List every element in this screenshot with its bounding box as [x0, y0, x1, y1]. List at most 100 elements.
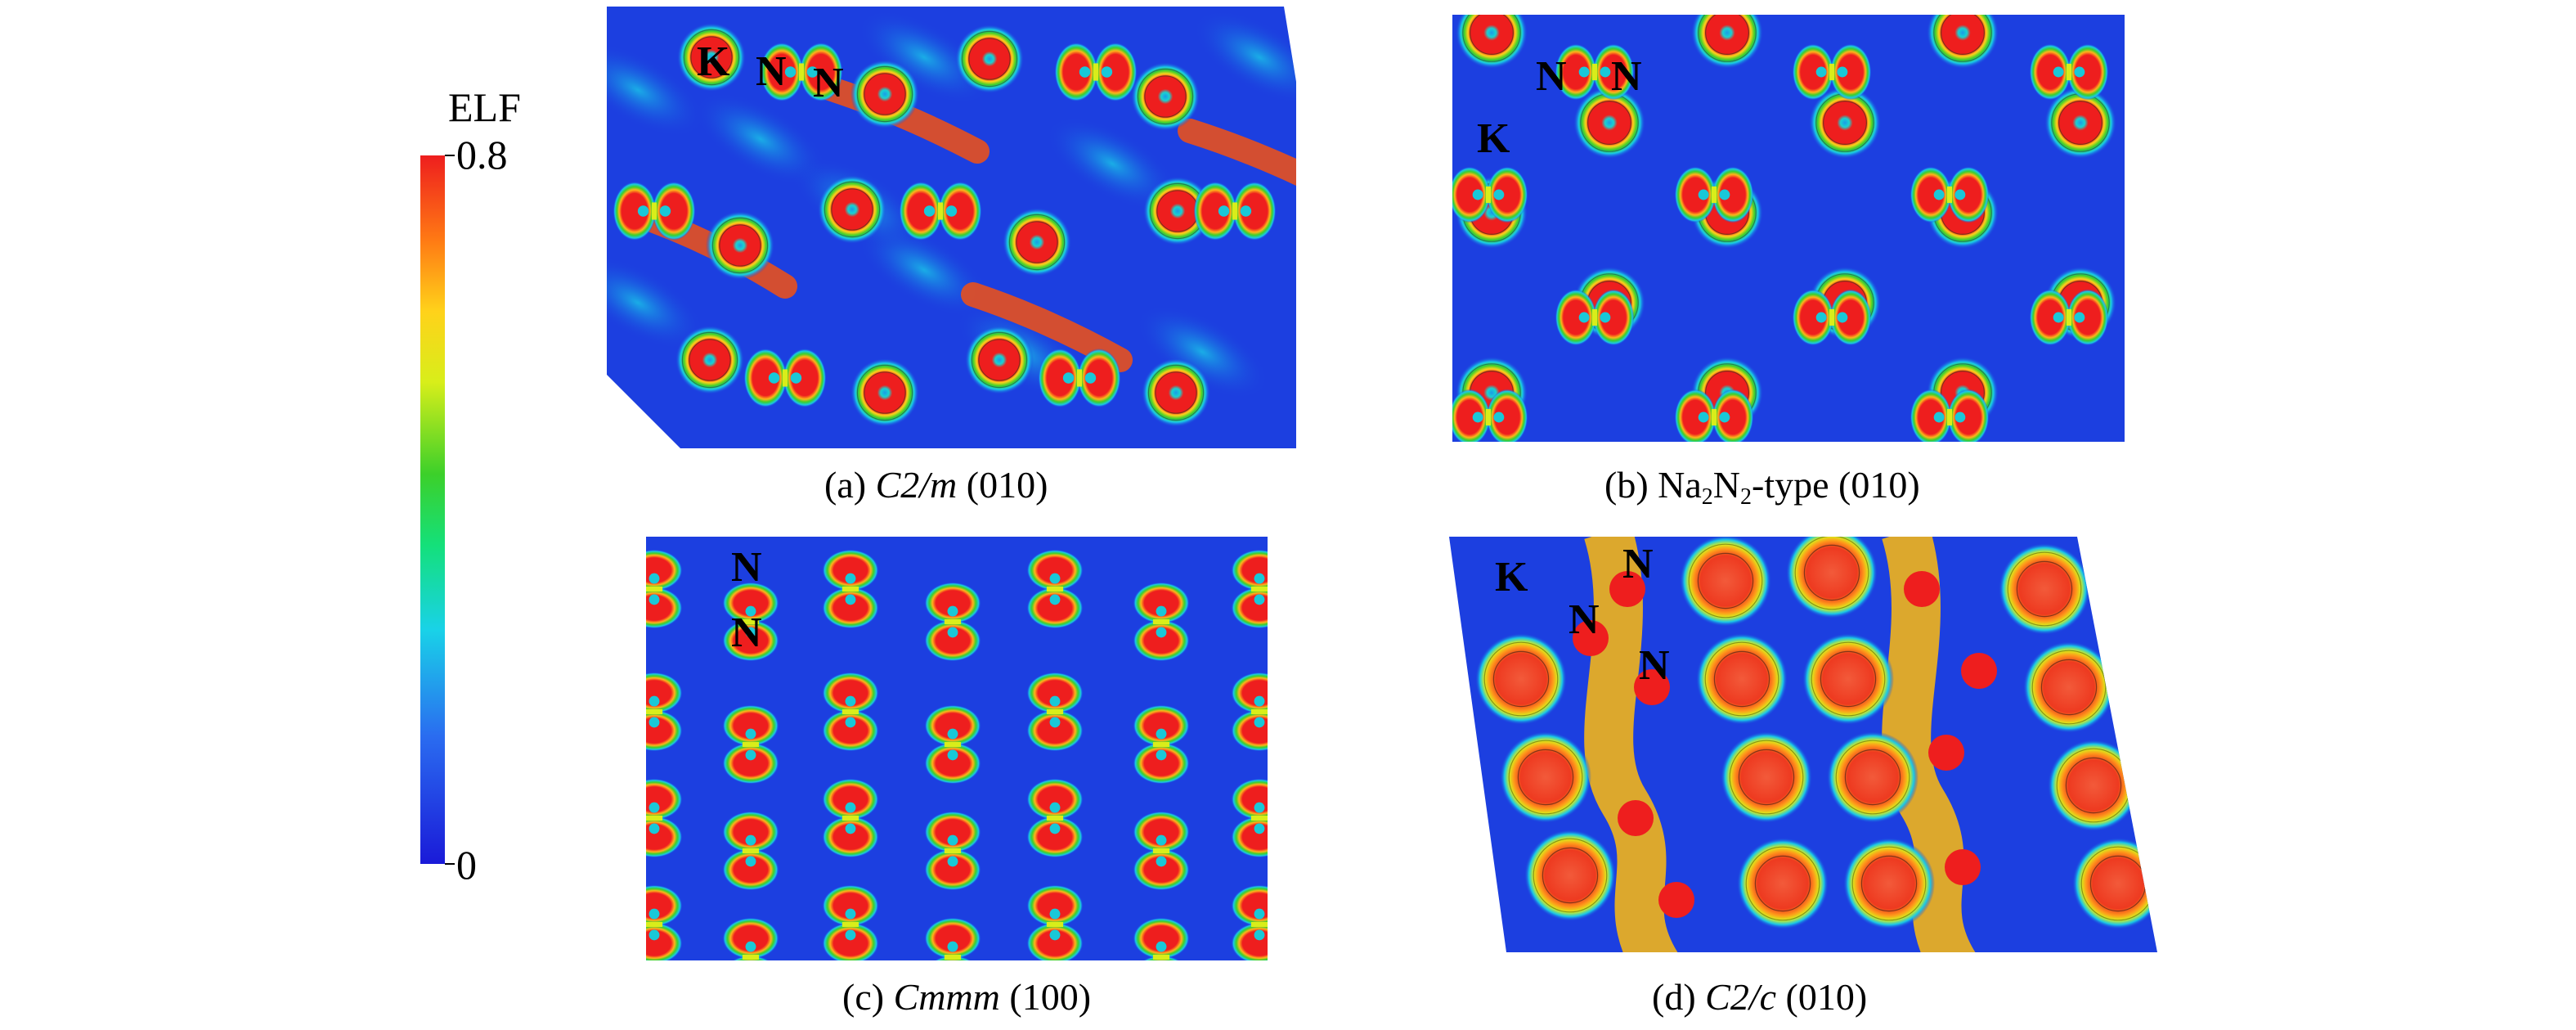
- n2-lobe: [1712, 166, 1754, 223]
- bonding-glow: [1193, 11, 1296, 104]
- n-core: [947, 605, 958, 617]
- n2-lobe: [1093, 43, 1138, 101]
- k-atom-basin: [2023, 641, 2115, 733]
- n2-lobe: [1712, 389, 1754, 442]
- n2-lobe: [822, 587, 879, 629]
- n-lone-pair: [1961, 653, 1997, 689]
- k-atom-basin: [1573, 87, 1645, 159]
- k-atom-basin: [675, 326, 744, 394]
- k-atom-basin: [1786, 537, 1878, 618]
- n2-lobe: [1910, 389, 1952, 442]
- panel-c-caption: (c) Cmmm (100): [842, 976, 1092, 1018]
- n-core: [1933, 189, 1945, 200]
- contour-line: [1483, 641, 1559, 717]
- contour-line: [1705, 15, 1749, 55]
- k-atom-basin: [1524, 830, 1616, 921]
- n2-lobe: [722, 582, 779, 624]
- contour-line: [1492, 650, 1550, 708]
- contour-line: [1820, 650, 1877, 708]
- contour-line: [2058, 100, 2103, 145]
- n-core: [1049, 908, 1061, 920]
- k-atom-basin: [1843, 838, 1935, 929]
- n-core: [648, 594, 660, 605]
- colorbar-max-label: 0.8: [456, 132, 508, 178]
- n2-lobe: [924, 811, 981, 853]
- k-atom-basin: [1475, 633, 1567, 725]
- n-n-bond: [1250, 587, 1268, 591]
- colorbar-min-label: 0: [456, 842, 477, 888]
- n2-lobe: [760, 43, 804, 101]
- n-core: [1156, 856, 1167, 867]
- n-core: [2053, 312, 2064, 323]
- contour-line: [1586, 100, 1631, 145]
- n-n-bond: [1486, 186, 1491, 204]
- k-atom-basin: [1809, 87, 1881, 159]
- n-core: [947, 834, 958, 846]
- n-core: [1837, 66, 1848, 78]
- n-n-bond: [742, 848, 760, 853]
- n-n-bond: [1232, 202, 1237, 220]
- n-n-bond: [841, 816, 859, 821]
- k-atom-basin: [2044, 87, 2116, 159]
- n2-lobe: [1133, 917, 1190, 960]
- n-core: [648, 908, 660, 920]
- n2-lobe: [1133, 582, 1190, 624]
- n-n-bond: [646, 816, 663, 821]
- n2-lobe: [899, 182, 943, 241]
- n-n-bond: [742, 619, 760, 624]
- contour-line: [1462, 15, 1521, 62]
- contour-line: [1754, 855, 1811, 912]
- n-core: [1101, 66, 1113, 78]
- n2-lobe: [1947, 166, 1990, 223]
- k-atom-basin: [1003, 208, 1071, 277]
- n-n-bond: [742, 742, 760, 747]
- panel-b-caption: (b) Na2N2-type (010): [1604, 464, 1920, 510]
- k-atom-basin: [677, 23, 746, 92]
- k-atom-basin: [1802, 633, 1894, 725]
- n-n-bond: [1486, 408, 1491, 426]
- contour-line: [1803, 544, 1860, 601]
- contour-line: [1016, 221, 1058, 263]
- contour-line: [2040, 659, 2098, 716]
- n2-lobe: [924, 704, 981, 747]
- contour-line: [1811, 641, 1886, 717]
- n2-lobe: [1077, 349, 1121, 407]
- bonding-glow: [1136, 305, 1268, 398]
- n-core: [1049, 594, 1061, 605]
- contour-line: [1517, 749, 1574, 806]
- n-core: [947, 856, 958, 867]
- n-n-bond: [944, 742, 962, 747]
- contour-line: [1137, 68, 1194, 125]
- n2-lobe: [799, 43, 843, 101]
- n-core: [1156, 834, 1167, 846]
- contour-line: [2031, 650, 2107, 725]
- n-core: [648, 717, 660, 728]
- n-core: [648, 695, 660, 707]
- n-core: [1049, 573, 1061, 584]
- k-atom-basin: [1456, 15, 1528, 69]
- contour-line: [1470, 15, 1514, 55]
- n2-lobe: [924, 917, 981, 960]
- n-core: [1049, 929, 1061, 941]
- n-core: [1254, 929, 1265, 941]
- n-core: [1837, 312, 1848, 323]
- n2-lobe: [1792, 289, 1834, 346]
- panel-a-caption: (a) C2/m (010): [824, 464, 1048, 506]
- n-n-bond: [1712, 186, 1717, 204]
- n-core: [947, 749, 958, 761]
- panel-b-atom-label: N: [1611, 53, 1642, 100]
- n-n-bond: [646, 587, 663, 591]
- n-core: [1049, 695, 1061, 707]
- k-atom-basin: [850, 358, 919, 427]
- contour-line: [1738, 749, 1795, 806]
- n2-lobe: [732, 955, 770, 960]
- n2-lobe: [1486, 166, 1528, 223]
- n-lone-pair: [1609, 571, 1645, 607]
- n-lone-pair: [1658, 882, 1694, 918]
- n-core: [1954, 189, 1966, 200]
- n-lone-pair: [1634, 669, 1670, 705]
- n-n-bond: [1046, 709, 1064, 714]
- n2-lobe: [722, 848, 779, 891]
- contour-line: [1508, 740, 1583, 815]
